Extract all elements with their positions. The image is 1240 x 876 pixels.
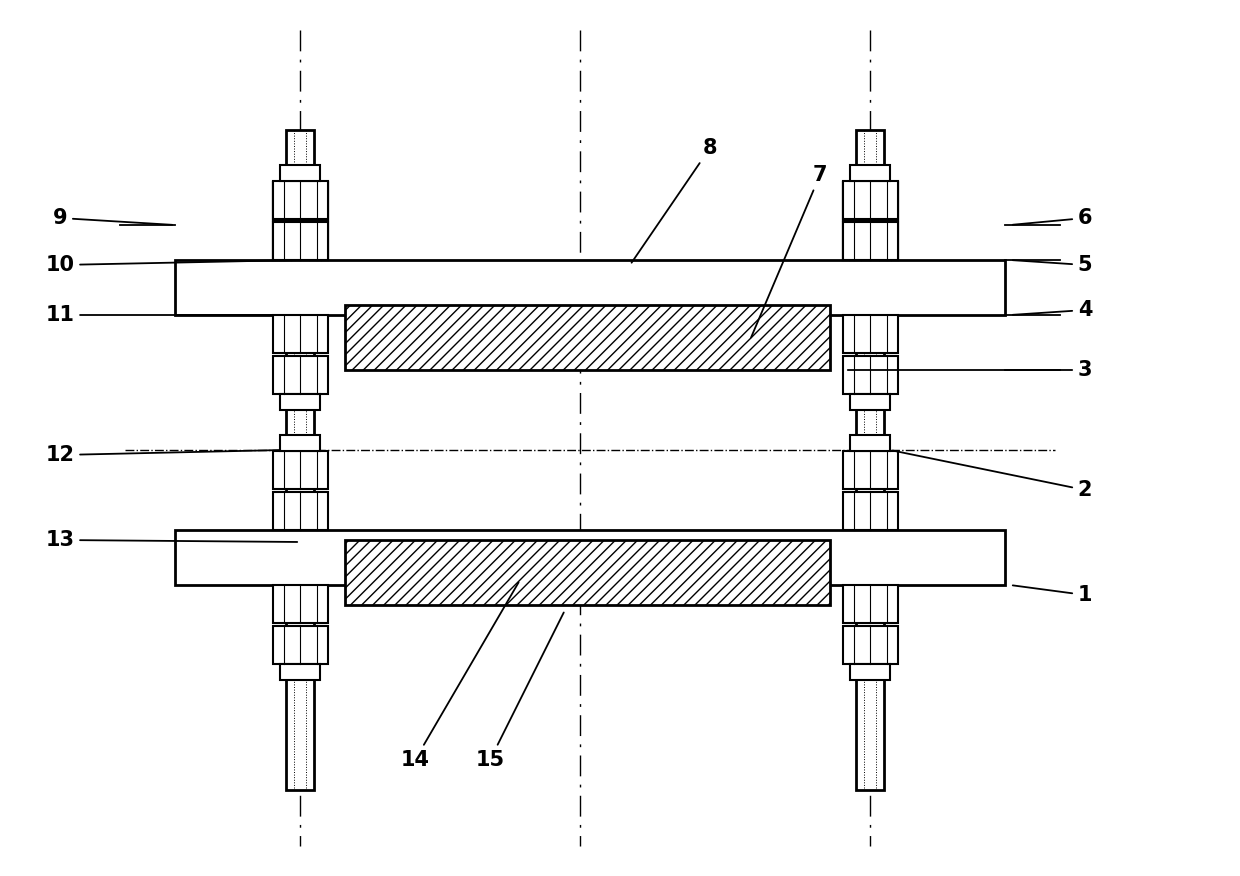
Bar (849, 664, 890, 680)
Bar (842, 451, 898, 489)
Bar (842, 222, 898, 260)
Bar (280, 394, 320, 410)
Bar (273, 222, 327, 260)
Bar (842, 182, 898, 220)
Text: 13: 13 (46, 530, 298, 550)
Text: 2: 2 (893, 450, 1092, 500)
Bar (273, 356, 327, 394)
Text: 7: 7 (751, 165, 827, 337)
Bar (175, 260, 1004, 315)
Bar (849, 394, 890, 410)
Text: 4: 4 (1013, 300, 1092, 320)
Text: 14: 14 (401, 583, 518, 770)
Text: 15: 15 (475, 612, 564, 770)
Bar (856, 130, 884, 790)
Bar (842, 626, 898, 664)
Text: 3: 3 (848, 360, 1092, 380)
Text: 1: 1 (1013, 585, 1092, 605)
Bar (842, 492, 898, 530)
Bar (842, 181, 898, 219)
Bar (280, 206, 320, 222)
Bar (849, 435, 890, 451)
Bar (345, 305, 830, 370)
Bar (273, 626, 327, 664)
Bar (842, 356, 898, 394)
Bar (280, 165, 320, 181)
Bar (842, 585, 898, 623)
Bar (273, 492, 327, 530)
Bar (175, 530, 1004, 585)
Bar (273, 585, 327, 623)
Bar (273, 182, 327, 220)
Text: 10: 10 (46, 255, 298, 275)
Text: 12: 12 (46, 445, 280, 465)
Bar (273, 315, 327, 353)
Bar (842, 315, 898, 353)
Bar (273, 222, 327, 260)
Bar (286, 130, 314, 790)
Bar (345, 540, 830, 605)
Text: 6: 6 (1013, 208, 1092, 228)
Text: 8: 8 (631, 138, 717, 263)
Bar (273, 451, 327, 489)
Bar (280, 435, 320, 451)
Bar (842, 222, 898, 260)
Bar (280, 664, 320, 680)
Bar (849, 220, 890, 236)
Text: 11: 11 (46, 305, 298, 325)
Bar (273, 181, 327, 219)
Text: 5: 5 (1013, 255, 1092, 275)
Bar (280, 220, 320, 236)
Bar (849, 206, 890, 222)
Text: 9: 9 (52, 208, 172, 228)
Bar (849, 165, 890, 181)
